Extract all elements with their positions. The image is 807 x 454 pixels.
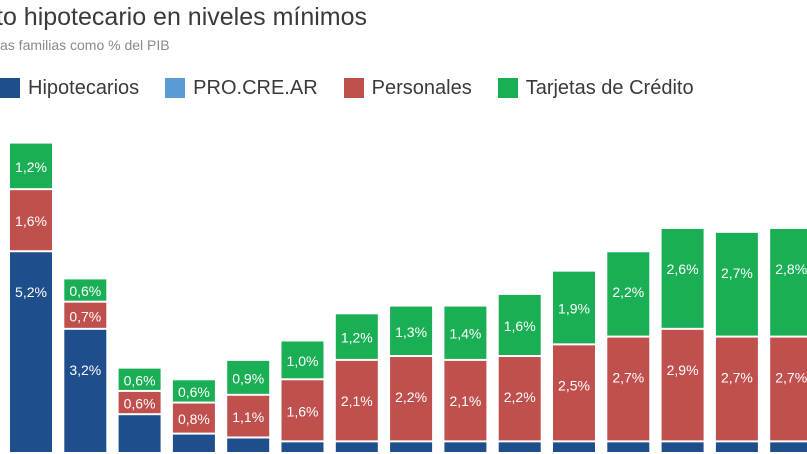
data-label-personales-4: 1,1% xyxy=(232,409,264,425)
bar-personales-13 xyxy=(715,337,758,441)
bar-hipotecarios-1 xyxy=(64,329,107,452)
bar-tarjetas-8 xyxy=(444,306,487,359)
bar-personales-11 xyxy=(607,337,650,441)
legend-swatch-hipotecarios xyxy=(0,78,20,98)
data-label-tarjetas-1: 0,6% xyxy=(69,283,101,299)
bar-personales-10 xyxy=(553,345,595,441)
data-label-personales-0: 1,6% xyxy=(15,213,47,229)
bar-tarjetas-12 xyxy=(661,228,704,328)
bar-hipotecarios-13 xyxy=(715,442,758,452)
data-label-personales-11: 2,7% xyxy=(612,370,644,386)
data-label-tarjetas-6: 1,2% xyxy=(341,330,373,346)
legend-swatch-personales xyxy=(343,78,364,98)
data-label-tarjetas-3: 0,6% xyxy=(178,384,210,400)
bar-tarjetas-1 xyxy=(64,279,107,301)
data-label-tarjetas-12: 2,6% xyxy=(667,261,699,277)
bar-hipotecarios-6 xyxy=(335,442,378,452)
bar-personales-3 xyxy=(172,403,215,433)
legend-label-personales: Personales xyxy=(371,76,472,99)
legend-item-tarjetas: Tarjetas de Crédito xyxy=(497,76,694,100)
bar-tarjetas-10 xyxy=(553,271,595,344)
bar-tarjetas-4 xyxy=(227,360,270,394)
bar-hipotecarios-3 xyxy=(172,434,215,452)
legend-item-personales: Personales xyxy=(343,76,472,100)
data-label-hipotecarios-1: 3,2% xyxy=(69,362,101,378)
bar-tarjetas-13 xyxy=(715,232,758,336)
data-label-personales-7: 2,2% xyxy=(395,389,427,405)
data-label-personales-14: 2,7% xyxy=(775,370,807,386)
data-label-tarjetas-4: 0,9% xyxy=(232,370,264,386)
bar-hipotecarios-11 xyxy=(607,442,650,452)
data-label-hipotecarios-0: 5,2% xyxy=(15,284,47,300)
legend-label-tarjetas: Tarjetas de Crédito xyxy=(525,76,694,99)
data-label-personales-2: 0,6% xyxy=(124,396,156,412)
legend-item-hipotecarios: Hipotecarios xyxy=(0,77,139,100)
bar-hipotecarios-9 xyxy=(498,442,541,452)
bar-personales-4 xyxy=(227,395,270,437)
data-label-tarjetas-5: 1,0% xyxy=(287,353,319,369)
legend-item-procrear: PRO.CRE.AR xyxy=(165,76,318,100)
data-label-personales-10: 2,5% xyxy=(558,377,590,393)
data-label-personales-5: 1,6% xyxy=(287,403,319,419)
bar-personales-2 xyxy=(118,391,161,414)
data-label-tarjetas-7: 1,3% xyxy=(395,324,427,340)
legend-swatch-tarjetas xyxy=(497,78,518,98)
data-label-personales-1: 0,7% xyxy=(69,308,101,324)
chart-title: to hipotecario en niveles mínimos xyxy=(0,3,368,31)
bar-personales-1 xyxy=(64,302,107,328)
bar-personales-12 xyxy=(661,329,704,441)
bar-personales-8 xyxy=(444,360,487,441)
data-label-tarjetas-2: 0,6% xyxy=(124,372,156,388)
data-label-tarjetas-9: 1,6% xyxy=(504,318,536,334)
legend-label-hipotecarios: Hipotecarios xyxy=(28,76,140,99)
bar-tarjetas-3 xyxy=(172,380,215,402)
legend-swatch-procrear xyxy=(165,78,186,98)
bar-hipotecarios-12 xyxy=(661,442,704,452)
data-label-tarjetas-13: 2,7% xyxy=(721,265,753,281)
chart-subtitle: as familias como % del PIB xyxy=(0,37,170,53)
bar-personales-7 xyxy=(390,357,433,441)
bar-personales-6 xyxy=(335,360,378,441)
legend-label-procrear: PRO.CRE.AR xyxy=(193,76,318,99)
bar-hipotecarios-0 xyxy=(10,252,52,452)
bar-hipotecarios-4 xyxy=(227,438,270,452)
data-label-tarjetas-8: 1,4% xyxy=(449,326,481,342)
bar-tarjetas-5 xyxy=(281,341,324,379)
data-label-tarjetas-10: 1,9% xyxy=(558,301,590,317)
bar-tarjetas-7 xyxy=(390,306,433,355)
bar-tarjetas-14 xyxy=(770,228,807,336)
bar-personales-5 xyxy=(281,380,324,441)
data-label-tarjetas-14: 2,8% xyxy=(775,261,807,277)
bar-tarjetas-2 xyxy=(118,368,161,390)
bar-hipotecarios-2 xyxy=(118,415,161,452)
data-label-personales-12: 2,9% xyxy=(667,362,699,378)
data-label-tarjetas-11: 2,2% xyxy=(612,284,644,300)
bar-hipotecarios-14 xyxy=(770,442,807,452)
bar-tarjetas-6 xyxy=(335,314,378,359)
data-label-tarjetas-0: 1,2% xyxy=(15,159,47,175)
bar-tarjetas-0 xyxy=(10,143,52,189)
data-label-personales-8: 2,1% xyxy=(449,393,481,409)
chart-legend: Hipotecarios PRO.CRE.AR Personales Tarje… xyxy=(0,74,720,102)
data-label-personales-3: 0,8% xyxy=(178,411,210,427)
bar-personales-0 xyxy=(10,190,52,251)
bar-hipotecarios-8 xyxy=(444,442,487,452)
bar-tarjetas-9 xyxy=(498,294,541,355)
data-label-personales-6: 2,1% xyxy=(341,393,373,409)
data-label-personales-9: 2,2% xyxy=(504,389,536,405)
bar-hipotecarios-5 xyxy=(281,442,324,452)
bar-personales-9 xyxy=(498,357,541,441)
bar-hipotecarios-7 xyxy=(390,442,433,452)
data-label-personales-13: 2,7% xyxy=(721,370,753,386)
bar-hipotecarios-10 xyxy=(553,442,595,452)
bar-tarjetas-11 xyxy=(607,252,650,336)
bar-personales-14 xyxy=(770,337,807,441)
